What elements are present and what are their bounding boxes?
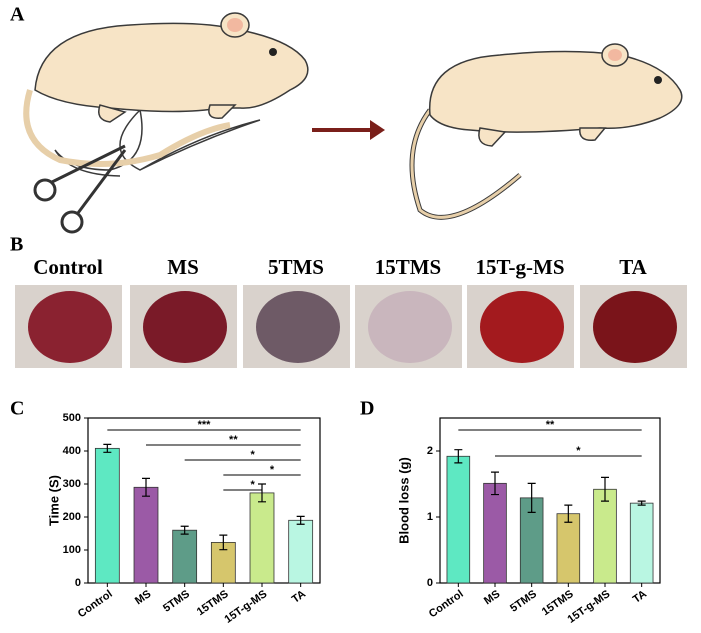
y-tick-label: 200 [63, 511, 81, 523]
error-bar [103, 443, 112, 453]
y-tick-label: 300 [63, 478, 81, 490]
significance-label: * [576, 445, 581, 457]
panel-label: D [360, 398, 374, 420]
mouse-illustration [409, 43, 683, 220]
panel-label: B [10, 234, 23, 256]
x-tick-label: 5TMS [161, 588, 192, 615]
significance-label: *** [198, 419, 212, 431]
plot-frame [87, 417, 321, 584]
bar [172, 529, 198, 584]
photo-sample [368, 291, 452, 363]
error-bar [527, 482, 536, 513]
y-tick-label: 500 [63, 412, 81, 424]
photo-label: TA [619, 255, 647, 279]
x-tick-label: 5TMS [508, 588, 539, 615]
y-axis-title: Blood loss (g) [396, 457, 411, 544]
photo-label: Control [33, 255, 103, 279]
error-bar [296, 515, 305, 525]
photo-label: MS [167, 255, 199, 279]
bar [249, 492, 275, 584]
x-tick-label: MS [482, 588, 502, 607]
photo-sample [143, 291, 227, 363]
bar [629, 502, 654, 584]
panel-label: A [10, 4, 25, 26]
x-tick-label: MS [133, 588, 153, 607]
photo-sample [593, 291, 677, 363]
error-bar [637, 500, 646, 506]
photo-label: 15T-g-MS [475, 255, 564, 279]
y-tick-label: 1 [427, 511, 433, 523]
mouse-illustration [23, 12, 309, 234]
significance-label: ** [546, 419, 555, 431]
x-tick-label: Control [76, 588, 115, 620]
bar [133, 486, 159, 584]
photo-sample [256, 291, 340, 363]
x-tick-label: TA [290, 588, 308, 606]
bar [483, 482, 507, 584]
error-bar [180, 525, 189, 535]
bar [446, 455, 471, 584]
bar [288, 519, 314, 584]
y-tick-label: 0 [427, 577, 433, 589]
error-bar [491, 471, 499, 496]
x-tick-label: TA [631, 588, 649, 606]
error-bar [219, 534, 228, 551]
x-tick-label: Control [427, 588, 466, 620]
panel-label: C [10, 398, 24, 420]
significance-label: * [251, 479, 256, 491]
arrow-head [370, 120, 385, 140]
photo-sample [28, 291, 112, 363]
plot-frame [439, 417, 661, 584]
significance-label: ** [229, 434, 238, 446]
y-axis-title: Time (S) [46, 475, 61, 526]
photo-label: 15TMS [375, 255, 442, 279]
bar [593, 488, 617, 584]
error-bar [142, 477, 150, 497]
error-bar [258, 483, 266, 503]
error-bar [454, 449, 463, 464]
error-bar [601, 476, 609, 502]
y-tick-label: 2 [427, 445, 433, 457]
significance-label: * [270, 464, 275, 476]
error-bar [564, 504, 573, 523]
y-tick-label: 400 [63, 445, 81, 457]
x-tick-label: 15T-g-MS [222, 588, 269, 626]
photo-label: 5TMS [268, 255, 324, 279]
photo-sample [480, 291, 564, 363]
y-tick-label: 0 [75, 577, 81, 589]
significance-label: * [251, 449, 256, 461]
bar [94, 447, 120, 584]
bar [556, 513, 581, 584]
y-tick-label: 100 [63, 544, 81, 556]
